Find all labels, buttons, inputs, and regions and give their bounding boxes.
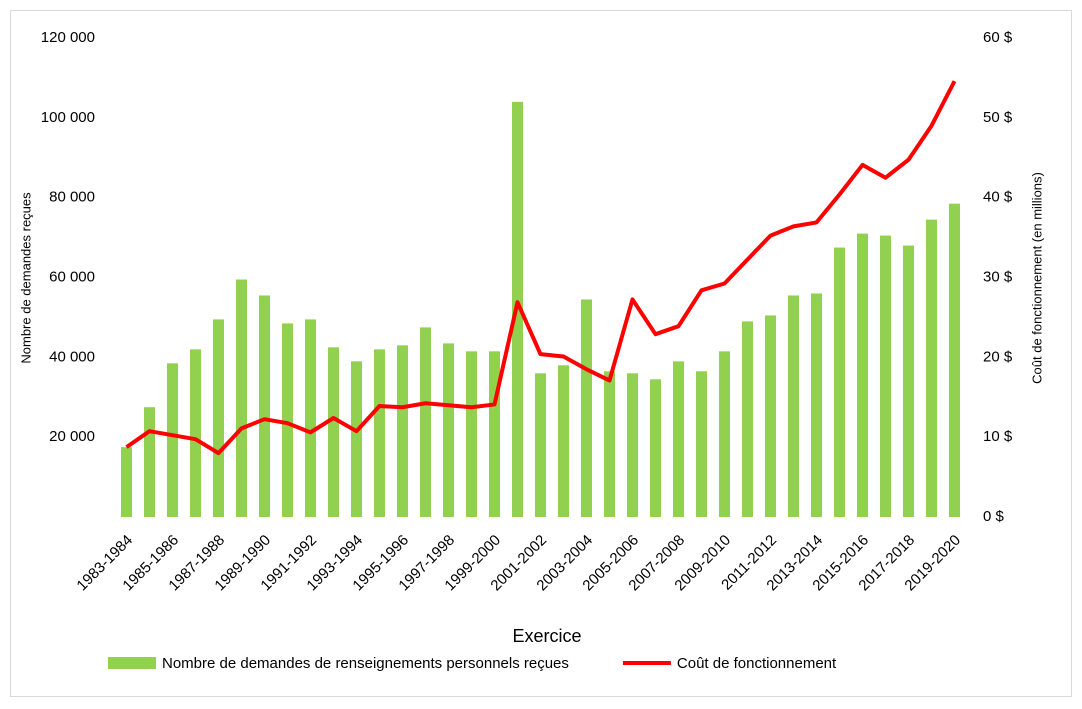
bar [742, 321, 753, 517]
y2-tick-label: 20 $ [983, 348, 1013, 365]
bar [811, 293, 822, 517]
bar [121, 447, 132, 517]
y-axis-title: Nombre de demandes reçues [18, 192, 33, 364]
bar [719, 351, 730, 517]
bar [213, 319, 224, 517]
bar [788, 295, 799, 517]
y-tick-label: 80 000 [49, 189, 95, 206]
bar [880, 235, 891, 517]
bar [857, 233, 868, 517]
bar [259, 295, 270, 517]
legend-label: Nombre de demandes de renseignements per… [162, 655, 569, 672]
bar [420, 327, 431, 517]
bar [443, 343, 454, 517]
y2-tick-label: 50 $ [983, 109, 1013, 126]
bar [535, 373, 546, 517]
bar [167, 363, 178, 517]
bar [351, 361, 362, 517]
bar [604, 371, 615, 517]
legend-swatch [108, 657, 156, 669]
bar [489, 351, 500, 517]
bar [305, 319, 316, 517]
bar [236, 279, 247, 517]
bar [673, 361, 684, 517]
bar [190, 349, 201, 517]
bar [696, 371, 707, 517]
bar [374, 349, 385, 517]
bar [903, 245, 914, 518]
bar [558, 365, 569, 517]
y2-axis-title: Coût de fonctionnement (en millions) [1029, 172, 1044, 384]
y-tick-label: 120 000 [41, 29, 95, 46]
bar [926, 219, 937, 517]
bar [949, 203, 960, 517]
bar [144, 407, 155, 517]
y2-tick-label: 60 $ [983, 29, 1013, 46]
y2-tick-label: 30 $ [983, 268, 1013, 285]
bar [328, 347, 339, 517]
y-tick-label: 20 000 [49, 428, 95, 445]
y2-tick-label: 10 $ [983, 428, 1013, 445]
legend-label: Coût de fonctionnement [677, 655, 837, 672]
y2-tick-label: 0 $ [983, 508, 1005, 525]
bar [765, 315, 776, 517]
line [125, 80, 957, 456]
y2-tick-label: 40 $ [983, 189, 1013, 206]
bar [397, 345, 408, 517]
bar [650, 379, 661, 517]
bar [834, 247, 845, 517]
bar [627, 373, 638, 517]
y-tick-label: 60 000 [49, 268, 95, 285]
x-axis-title: Exercice [512, 626, 581, 646]
bar [466, 351, 477, 517]
bar [581, 299, 592, 517]
bar [282, 323, 293, 517]
y-tick-label: 40 000 [49, 348, 95, 365]
y-tick-label: 100 000 [41, 109, 95, 126]
